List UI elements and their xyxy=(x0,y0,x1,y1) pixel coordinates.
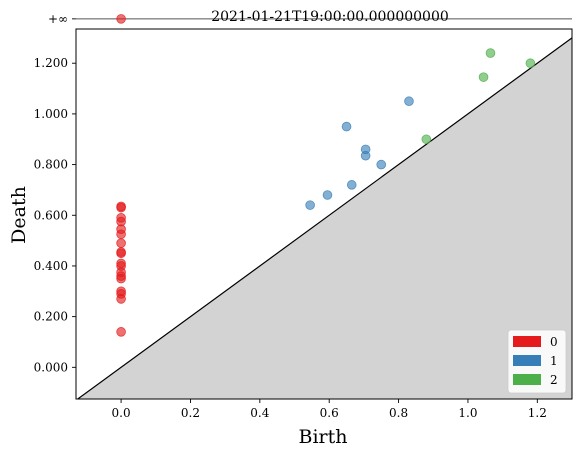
data-point-dim-2 xyxy=(525,58,536,69)
x-tick-label: 0.0 xyxy=(112,406,131,420)
data-point-dim-1 xyxy=(322,190,333,200)
plot-area: 0.0 0.2 0.4 0.6 0.8 1.0 1.2 0.000 0.200 0.400 0.60… xyxy=(34,12,573,420)
data-point-dim-0 xyxy=(116,327,126,337)
legend-swatch xyxy=(513,355,541,366)
x-axis-title: Birth xyxy=(299,426,348,448)
x-tick-label: 1.2 xyxy=(528,406,547,420)
data-point-dim-0 xyxy=(116,294,126,304)
diagonal-region xyxy=(76,37,572,399)
x-tick-label: 1.0 xyxy=(458,406,477,420)
data-point-dim-2 xyxy=(485,48,496,58)
legend-label: 1 xyxy=(550,354,558,368)
y-tick-label: 0.400 xyxy=(34,259,68,273)
legend-swatch xyxy=(513,374,541,385)
data-point-dim-0 xyxy=(116,202,126,213)
x-tick-label: 0.2 xyxy=(181,406,200,420)
data-point-dim-1 xyxy=(404,96,414,107)
data-point-dim-1 xyxy=(305,200,315,210)
y-tick-label: 1.200 xyxy=(34,56,68,70)
axes-frame xyxy=(75,28,573,400)
y-tick-label: 0.000 xyxy=(34,360,68,374)
y-tick-label: 0.800 xyxy=(34,158,68,172)
legend-swatch xyxy=(513,336,541,347)
data-point-dim-0 xyxy=(116,238,126,248)
data-point-dim-1 xyxy=(346,180,357,190)
data-point-dim-1 xyxy=(360,150,371,161)
data-point-dim-0 xyxy=(116,273,126,284)
data-point-dim-1 xyxy=(341,121,352,132)
y-tick-label: 1.000 xyxy=(34,107,68,121)
data-point-dim-2 xyxy=(478,72,489,82)
y-tick-label: 0.200 xyxy=(34,310,68,324)
diagonal-line xyxy=(76,37,572,399)
data-point-dim-0 xyxy=(116,248,126,259)
y-axis-title: Death xyxy=(8,186,30,244)
infinity-tick-label: +∞ xyxy=(48,12,68,26)
data-point-dim-0 xyxy=(116,14,126,24)
x-tick-label: 0.8 xyxy=(389,406,408,420)
data-point-dim-2 xyxy=(421,134,432,145)
legend-label: 2 xyxy=(550,373,558,387)
y-tick-label: 0.600 xyxy=(34,208,68,222)
data-point-dim-1 xyxy=(376,159,387,170)
chart-title: 2021-01-21T19:00:00.000000000 xyxy=(211,9,449,25)
x-tick-label: 0.4 xyxy=(250,406,269,420)
x-tick-label: 0.6 xyxy=(320,406,339,420)
legend-label: 0 xyxy=(550,335,558,349)
data-point-dim-0 xyxy=(116,229,126,240)
